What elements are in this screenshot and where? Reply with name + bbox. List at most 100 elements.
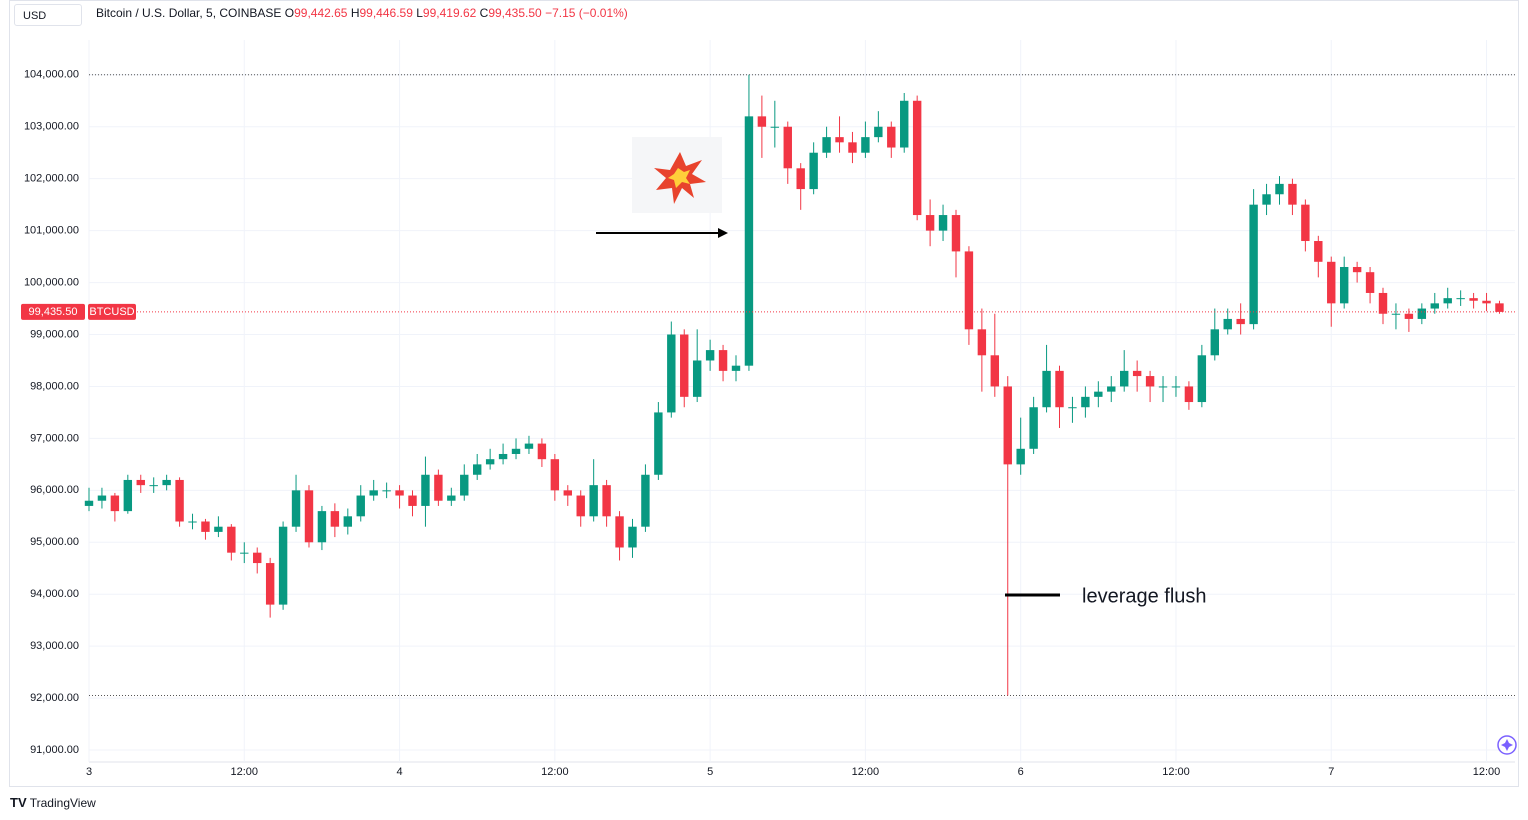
y-tick-label: 92,000.00: [30, 692, 79, 704]
candle-body: [861, 137, 870, 153]
candle-body: [887, 126, 896, 148]
y-tick-label: 103,000.00: [24, 121, 79, 133]
y-tick-label: 93,000.00: [30, 640, 79, 652]
candle-body: [964, 251, 974, 330]
candle-body: [188, 521, 197, 523]
candle-body: [408, 495, 417, 506]
candle-body: [796, 168, 805, 190]
symbol: Bitcoin / U.S. Dollar, 5, COINBASE: [96, 6, 282, 20]
candle-body: [227, 526, 236, 553]
candle-body: [265, 563, 275, 605]
candle-body: [330, 511, 340, 527]
candle-body: [278, 526, 288, 605]
ohlc-value: 99,446.59: [359, 6, 413, 20]
candle-body: [770, 126, 780, 128]
candle-body: [1055, 370, 1064, 408]
candle-body: [1145, 376, 1155, 387]
candle-body: [990, 355, 1000, 387]
candle-body: [1184, 386, 1194, 403]
candle-body: [304, 490, 314, 543]
candle-body: [1249, 204, 1258, 325]
candle-body: [835, 137, 844, 143]
y-tick-label: 91,000.00: [30, 744, 79, 756]
candles: [84, 74, 1515, 696]
candle-body: [1443, 298, 1452, 304]
candle-body: [848, 142, 857, 153]
ohlc-key: H: [350, 6, 360, 20]
candle-body: [1404, 313, 1414, 319]
candle-body: [1197, 355, 1207, 403]
y-tick-label: 94,000.00: [30, 588, 79, 600]
candle-body: [705, 350, 715, 361]
candle-body: [576, 495, 585, 517]
candle-body: [382, 490, 391, 492]
candle-body: [447, 495, 456, 501]
candle-body: [123, 479, 133, 512]
candle-body: [654, 412, 663, 475]
candle-body: [1158, 386, 1168, 388]
candle-body: [1120, 370, 1129, 387]
candle-body: [1378, 292, 1388, 314]
x-tick-label: 12:00: [852, 766, 880, 778]
assistant-icon: [1501, 739, 1513, 751]
currency-button[interactable]: USD: [14, 4, 82, 26]
candle-body: [1417, 308, 1427, 319]
candle-body: [692, 360, 702, 397]
candle-body: [253, 552, 262, 564]
x-tick-label: 5: [707, 766, 713, 778]
candle-body: [291, 490, 301, 527]
candle-body: [1210, 329, 1219, 356]
y-tick-label: 98,000.00: [30, 380, 79, 392]
candle-body: [951, 215, 961, 252]
candle-body: [809, 152, 818, 190]
candle-body: [524, 443, 534, 449]
candle-body: [1016, 448, 1025, 465]
candle-body: [731, 365, 741, 371]
candle-body: [822, 137, 831, 153]
candle-body: [1068, 407, 1077, 409]
candle-body: [136, 479, 145, 486]
candle-body: [434, 474, 443, 501]
candle-body: [1430, 303, 1439, 309]
candle-body: [162, 479, 171, 486]
candle-body: [1365, 272, 1375, 293]
candle-body: [1288, 183, 1297, 205]
candle-body: [1275, 183, 1284, 195]
candle-body: [1236, 318, 1245, 325]
candle-body: [938, 215, 948, 231]
candle-body: [1262, 194, 1271, 205]
y-tick-label: 99,000.00: [30, 328, 79, 340]
candle-body: [343, 516, 353, 527]
last-price-bg: [21, 303, 85, 320]
candle-body: [641, 474, 650, 527]
candle-body: [317, 511, 327, 543]
ohlc: O99,442.65 H99,446.59 L99,419.62 C99,435…: [285, 6, 545, 20]
candle-body: [615, 516, 624, 548]
candle-body: [589, 485, 598, 517]
candle-body: [498, 453, 508, 460]
symbol-tag: BTCUSD: [89, 306, 134, 318]
logo: TV: [10, 795, 27, 810]
candle-body: [110, 495, 120, 512]
y-tick-label: 96,000.00: [30, 484, 79, 496]
candle-body: [628, 526, 637, 548]
ohlc-value: 99,435.50: [488, 6, 542, 20]
candle-body: [1391, 313, 1401, 315]
candle-body: [460, 474, 469, 496]
ohlc-value: 99,419.62: [422, 6, 477, 20]
candle-body: [97, 495, 107, 501]
candle-body: [925, 215, 935, 231]
candle-body: [977, 329, 987, 356]
x-tick-label: 6: [1018, 766, 1024, 778]
candle-body: [1352, 266, 1362, 273]
candle-body: [1094, 391, 1103, 397]
x-tick-label: 12:00: [231, 766, 259, 778]
brand: TV TradingView: [10, 795, 96, 810]
ohlc-key: O: [284, 6, 295, 20]
ohlc-key: L: [416, 6, 423, 20]
candle-body: [1171, 386, 1181, 388]
x-tick-label: 12:00: [1162, 766, 1190, 778]
candle-body: [680, 334, 689, 397]
candle-body: [667, 334, 676, 413]
